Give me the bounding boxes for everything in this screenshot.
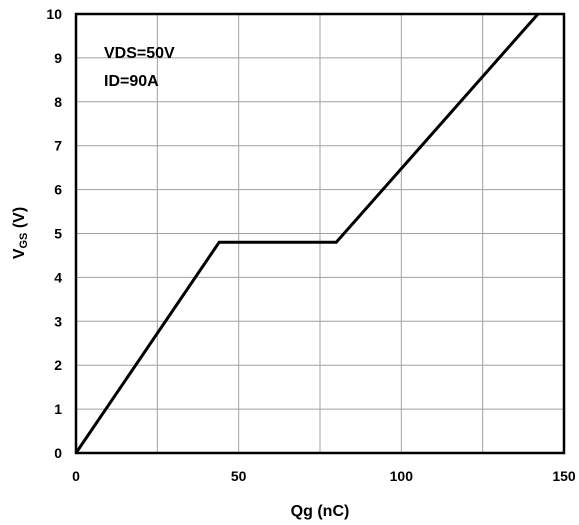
y-axis-label-subscript: GS [18,233,30,249]
plot-frame [74,12,566,455]
y-tick-label: 0 [54,445,62,461]
y-tick-label: 4 [54,269,62,285]
x-tick-label: 100 [390,468,414,484]
y-tick-label: 6 [54,182,62,198]
x-tick-label: 50 [231,468,247,484]
grid-lines [76,14,564,453]
x-axis-label: Qg (nC) [291,503,350,520]
plot-series [74,13,540,454]
y-tick-label: 3 [54,313,62,329]
annotation-vds: VDS=50V [104,45,175,62]
y-axis-label-main: V [11,248,28,259]
x-tick-label: 150 [552,468,576,484]
y-axis-label: VGS (V) [11,207,30,259]
annotation-id: ID=90A [104,73,159,90]
y-tick-label: 5 [54,226,62,242]
y-tick-label: 7 [54,138,62,154]
x-tick-label: 0 [72,468,80,484]
y-tick-label: 10 [46,6,62,22]
x-tick-labels: 0 50 100 150 [72,468,576,484]
y-tick-label: 9 [54,50,62,66]
y-tick-label: 1 [54,401,62,417]
y-tick-label: 8 [54,94,62,110]
y-tick-labels: 0 1 2 3 4 5 6 7 8 9 10 [46,6,62,461]
y-axis-label-unit: (V) [11,207,28,233]
y-tick-label: 2 [54,357,62,373]
series-line-0 [74,13,540,454]
